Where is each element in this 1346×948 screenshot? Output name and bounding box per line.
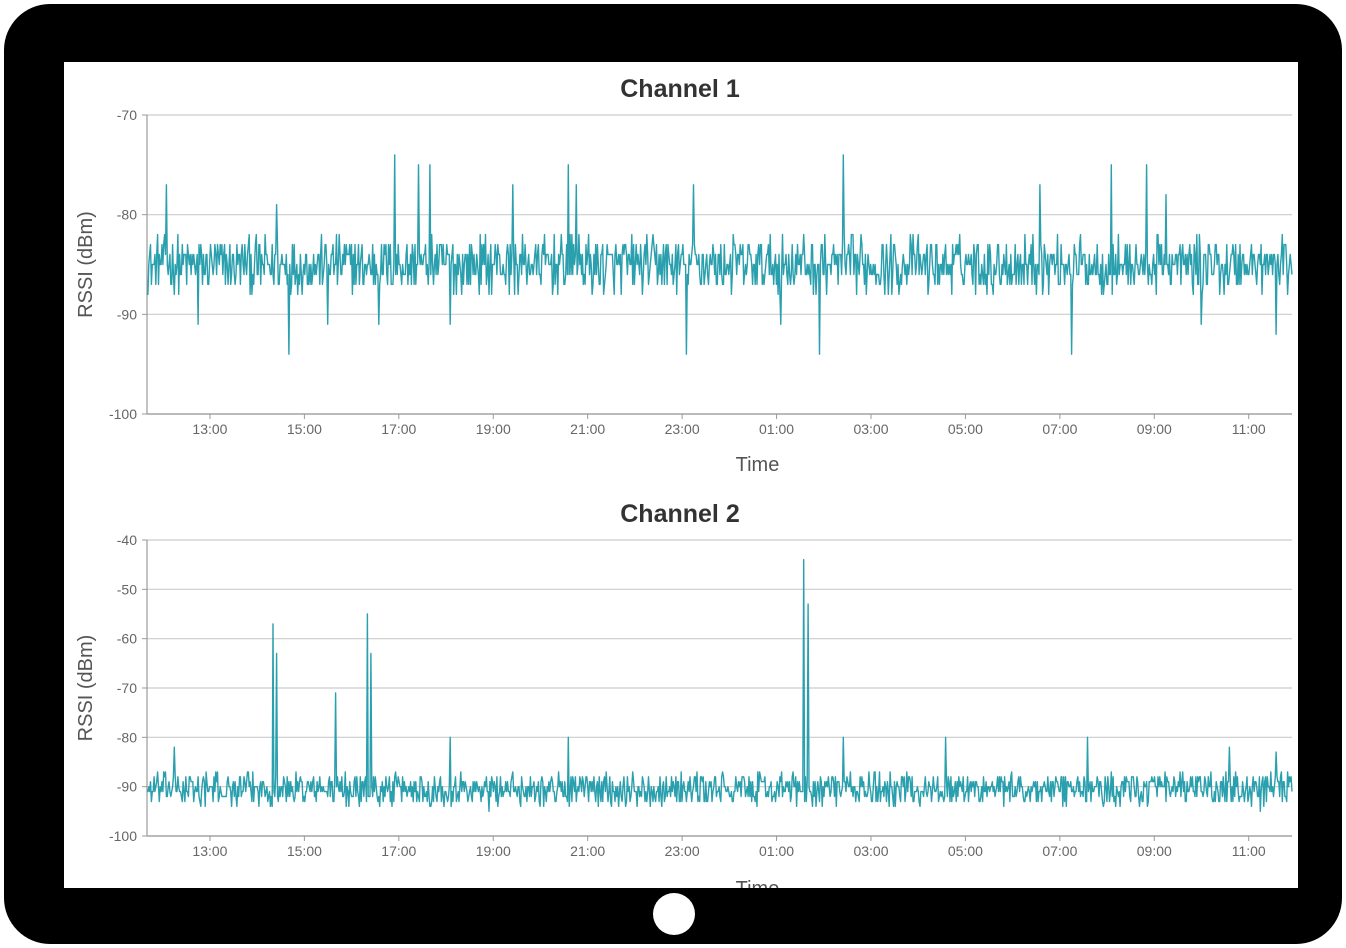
x-tick-label: 13:00 [192, 843, 227, 859]
y-tick-label: -80 [117, 729, 137, 745]
y-axis-label: RSSI (dBm) [75, 211, 97, 318]
chart-title: Channel 2 [620, 500, 739, 528]
x-tick-label: 05:00 [948, 421, 983, 437]
x-tick-label: 01:00 [759, 843, 794, 859]
y-tick-label: -70 [117, 107, 137, 123]
x-tick-label: 03:00 [853, 421, 888, 437]
x-tick-label: 09:00 [1137, 421, 1172, 437]
series-line [147, 559, 1293, 812]
x-tick-label: 11:00 [1232, 843, 1266, 859]
y-tick-label: -80 [117, 207, 137, 223]
y-tick-label: -100 [109, 406, 137, 422]
x-tick-label: 07:00 [1042, 843, 1077, 859]
x-axis-label: Time [736, 878, 780, 888]
x-tick-label: 21:00 [570, 843, 605, 859]
y-tick-label: -90 [117, 779, 137, 795]
y-tick-label: -70 [117, 680, 137, 696]
x-axis-label: Time [736, 454, 780, 476]
x-tick-label: 23:00 [665, 843, 700, 859]
y-tick-label: -100 [109, 828, 137, 844]
y-axis-label: RSSI (dBm) [75, 635, 97, 742]
x-tick-label: 13:00 [192, 421, 227, 437]
tablet-screen: Channel 1 -70 -80 -90 -100 13:00 15:00 17:00 19:… [64, 62, 1298, 888]
chart-title: Channel 1 [620, 75, 740, 103]
x-tick-label: 01:00 [759, 421, 794, 437]
tablet-frame: Channel 1 -70 -80 -90 -100 13:00 15:00 17:00 19:… [4, 4, 1342, 944]
home-button[interactable] [653, 893, 695, 935]
y-tick-label: -60 [117, 631, 137, 647]
x-tick-label: 23:00 [665, 421, 700, 437]
charts-canvas: Channel 1 -70 -80 -90 -100 13:00 15:00 17:00 19:… [75, 75, 1293, 888]
x-tick-label: 21:00 [570, 421, 605, 437]
x-tick-label: 17:00 [381, 843, 416, 859]
x-tick-label: 19:00 [476, 843, 511, 859]
x-tick-label: 03:00 [853, 843, 888, 859]
y-tick-label: -50 [117, 581, 137, 597]
x-tick-label: 15:00 [287, 843, 322, 859]
x-tick-label: 07:00 [1042, 421, 1077, 437]
x-tick-label: 09:00 [1137, 843, 1172, 859]
x-tick-label: 15:00 [287, 421, 322, 437]
x-tick-label: 05:00 [948, 843, 983, 859]
x-tick-label: 11:00 [1232, 421, 1266, 437]
x-tick-label: 19:00 [476, 421, 511, 437]
x-tick-label: 17:00 [381, 421, 416, 437]
series-line [147, 154, 1293, 355]
y-tick-label: -40 [117, 532, 137, 548]
y-tick-label: -90 [117, 306, 137, 322]
